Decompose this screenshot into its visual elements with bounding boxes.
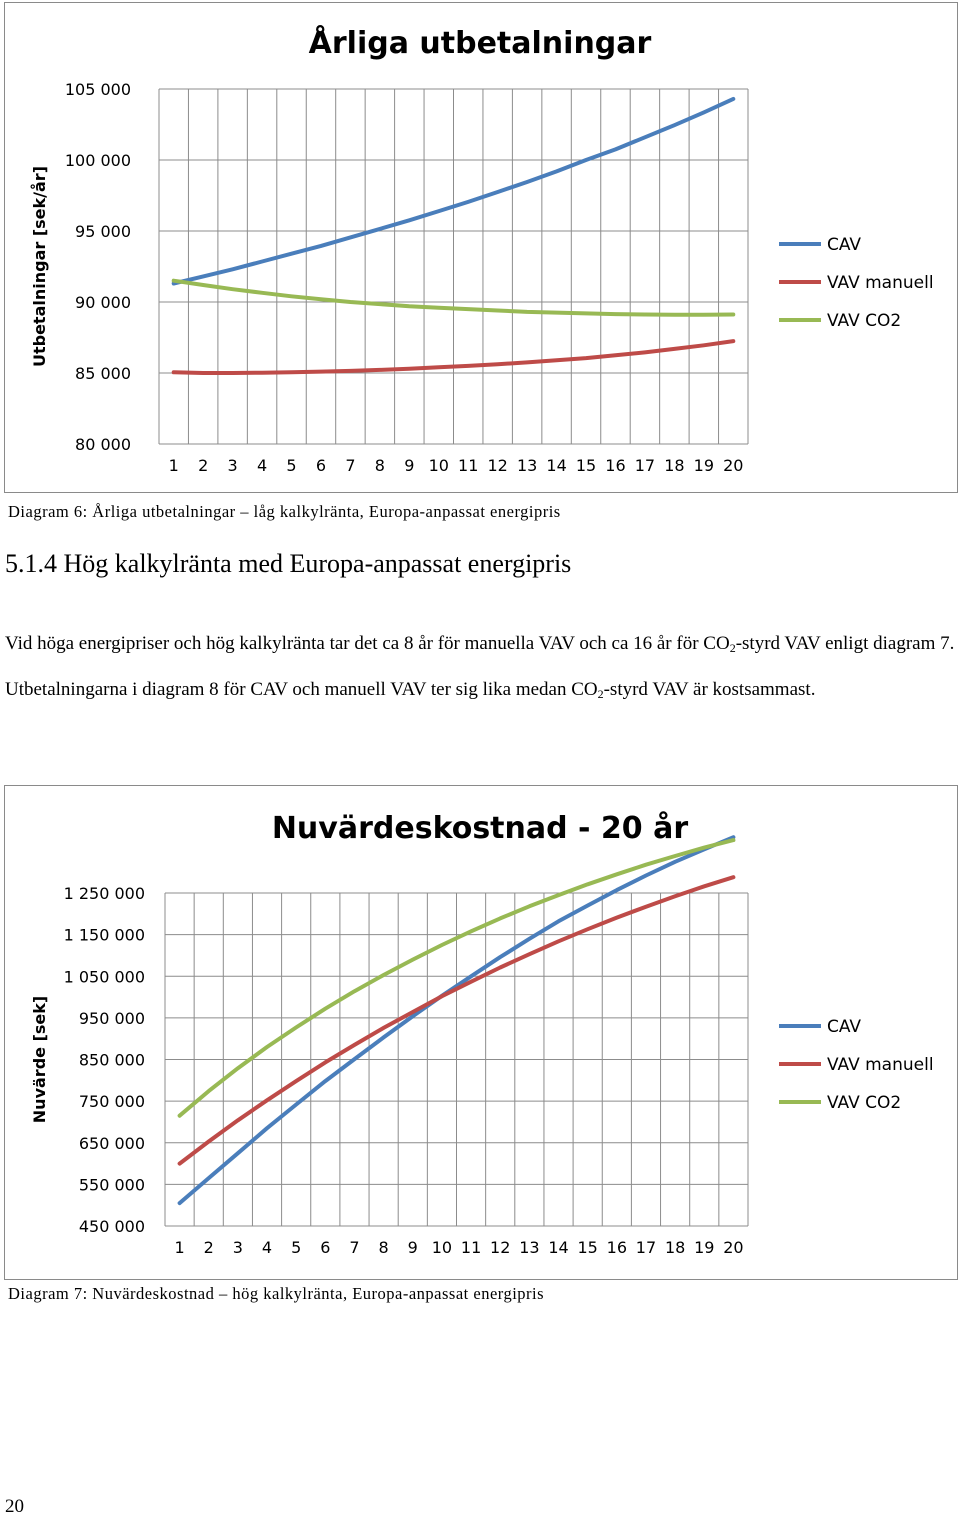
x-tick-label: 5: [286, 456, 296, 475]
legend-label: VAV manuell: [827, 273, 934, 293]
x-tick-label: 1: [174, 1238, 184, 1257]
series-line-cav: [171, 96, 736, 286]
y-tick-label: 100 000: [65, 151, 131, 170]
x-tick-label: 9: [404, 456, 414, 475]
x-tick-label: 10: [429, 456, 449, 475]
legend-label: CAV: [827, 235, 861, 255]
series-line-vav-co2: [177, 838, 736, 1118]
x-tick-label: 8: [375, 456, 385, 475]
y-tick-label: 1 250 000: [64, 884, 145, 903]
y-tick-label: 550 000: [79, 1175, 145, 1194]
x-tick-label: 20: [723, 456, 743, 475]
x-tick-label: 4: [257, 456, 267, 475]
chart-annual-payments: Årliga utbetalningar Utbetalningar [sek/å…: [4, 2, 958, 493]
x-tick-label: 11: [461, 1238, 481, 1257]
x-tick-label: 13: [517, 456, 537, 475]
section-heading: 5.1.4 Hög kalkylränta med Europa-anpassa…: [5, 549, 572, 578]
x-tick-label: 6: [320, 1238, 330, 1257]
subscript-2: 2: [729, 641, 736, 655]
y-axis-label: Nuvärde [sek]: [30, 996, 49, 1123]
legend-label: VAV manuell: [827, 1055, 934, 1075]
y-tick-label: 1 150 000: [64, 926, 145, 945]
y-tick-label: 950 000: [79, 1009, 145, 1028]
legend-label: CAV: [827, 1017, 861, 1037]
y-tick-label: 95 000: [75, 222, 131, 241]
x-tick-label: 19: [694, 1238, 714, 1257]
x-tick-label: 3: [233, 1238, 243, 1257]
x-tick-label: 5: [291, 1238, 301, 1257]
y-tick-label: 90 000: [75, 293, 131, 312]
y-tick-label: 1 050 000: [64, 967, 145, 986]
x-tick-label: 20: [723, 1238, 743, 1257]
x-tick-label: 19: [694, 456, 714, 475]
section-paragraph: Vid höga energipriser och hög kalkylränt…: [5, 623, 960, 715]
x-tick-label: 1: [169, 456, 179, 475]
x-tick-label: 17: [635, 456, 655, 475]
series-line-vav-manuell: [177, 875, 736, 1166]
caption-diagram-7: Diagram 7: Nuvärdeskostnad – hög kalkylr…: [8, 1284, 545, 1303]
x-tick-label: 14: [548, 1238, 568, 1257]
caption-diagram-6: Diagram 6: Årliga utbetalningar – låg ka…: [8, 502, 561, 521]
paragraph-text-c: -styrd VAV är kostsammast.: [603, 679, 816, 700]
series-line-vav-manuell: [171, 339, 736, 375]
x-tick-label: 7: [345, 456, 355, 475]
page-number: 20: [5, 1496, 24, 1517]
x-tick-label: 16: [605, 456, 625, 475]
y-tick-label: 750 000: [79, 1092, 145, 1111]
legend-label: VAV CO2: [827, 311, 901, 331]
x-tick-label: 13: [519, 1238, 539, 1257]
chart-annual-payments-svg: Årliga utbetalningar Utbetalningar [sek/å…: [30, 24, 934, 475]
series-line-cav: [177, 835, 736, 1206]
chart-present-value-svg: Nuvärdeskostnad - 20 år Nuvärde [sek] 450 …: [30, 810, 934, 1257]
x-tick-label: 9: [408, 1238, 418, 1257]
chart-title: Årliga utbetalningar: [309, 24, 652, 61]
x-tick-label: 18: [664, 456, 684, 475]
x-tick-label: 15: [577, 1238, 597, 1257]
y-tick-label: 80 000: [75, 435, 131, 454]
x-tick-label: 10: [432, 1238, 452, 1257]
x-tick-label: 3: [228, 456, 238, 475]
chart-present-value: Nuvärdeskostnad - 20 år Nuvärde [sek] 450 …: [4, 785, 958, 1280]
y-axis-label: Utbetalningar [sek/år]: [30, 166, 49, 367]
series-line-vav-co2: [171, 278, 736, 317]
y-tick-label: 450 000: [79, 1217, 145, 1236]
y-tick-label: 650 000: [79, 1134, 145, 1153]
x-tick-label: 8: [379, 1238, 389, 1257]
subscript-2b: 2: [597, 687, 604, 701]
y-tick-label: 85 000: [75, 364, 131, 383]
paragraph-text-a: Vid höga energipriser och hög kalkylränt…: [5, 633, 730, 654]
x-tick-label: 17: [636, 1238, 656, 1257]
x-tick-label: 2: [198, 456, 208, 475]
x-tick-label: 18: [665, 1238, 685, 1257]
x-tick-label: 6: [316, 456, 326, 475]
x-tick-label: 15: [576, 456, 596, 475]
x-tick-label: 12: [487, 456, 507, 475]
x-tick-label: 16: [607, 1238, 627, 1257]
y-tick-label: 105 000: [65, 80, 131, 99]
x-tick-label: 14: [546, 456, 566, 475]
x-tick-label: 4: [262, 1238, 272, 1257]
x-tick-label: 12: [490, 1238, 510, 1257]
x-tick-label: 2: [204, 1238, 214, 1257]
paragraph-text-b: -styrd VAV enligt diagram 7. Utbetalning…: [5, 633, 955, 700]
y-tick-label: 850 000: [79, 1051, 145, 1070]
legend-label: VAV CO2: [827, 1093, 901, 1113]
chart-title: Nuvärdeskostnad - 20 år: [272, 810, 689, 846]
x-tick-label: 11: [458, 456, 478, 475]
x-tick-label: 7: [349, 1238, 359, 1257]
